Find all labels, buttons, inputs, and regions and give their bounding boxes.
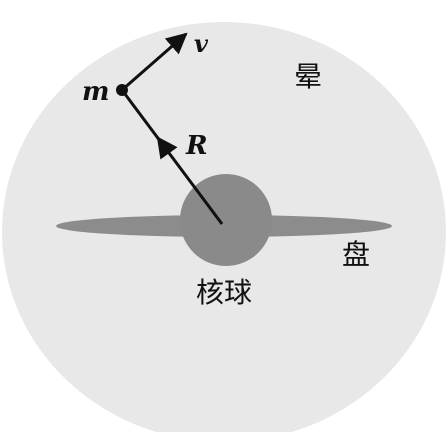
halo-label: 晕	[294, 60, 322, 93]
velocity-vector	[121, 32, 188, 92]
bulge-label: 核球	[196, 276, 252, 309]
mass-point	[116, 84, 128, 96]
velocity-label: v	[194, 29, 209, 58]
mass-label: m	[82, 77, 110, 107]
radius-arrow	[156, 136, 178, 160]
radius-label: R	[185, 131, 208, 161]
disk-label: 盘	[342, 238, 370, 271]
